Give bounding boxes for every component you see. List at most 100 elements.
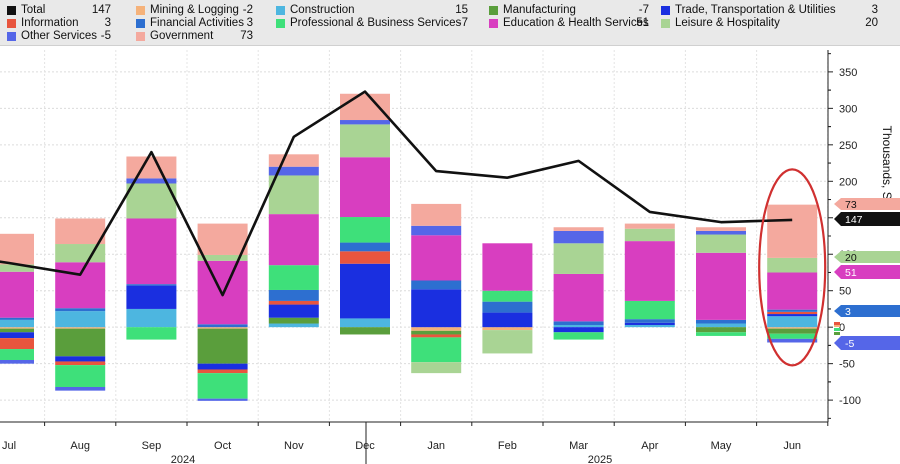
legend-swatch xyxy=(7,6,16,15)
legend-value: 51 xyxy=(636,17,649,29)
bar-leisure-and-hospitality-feb xyxy=(482,330,533,354)
bar-professional-and-business-services-feb xyxy=(482,290,533,302)
x-tick-label-sep: Sep xyxy=(142,440,162,452)
bar-construction-aug xyxy=(55,311,106,328)
bar-education-and-health-services-sep xyxy=(126,218,177,285)
bar-professional-and-business-services-dec xyxy=(340,217,390,243)
bar-information-aug xyxy=(55,361,106,366)
legend-label: Manufacturing xyxy=(503,4,576,16)
bar-government-mar xyxy=(553,227,604,231)
bar-manufacturing-nov xyxy=(268,317,319,324)
x-tick-label-jan: Jan xyxy=(427,440,445,452)
bar-other-services-jul xyxy=(0,360,34,364)
value-tag-51 xyxy=(834,265,900,279)
legend-value: 3 xyxy=(104,17,111,29)
bar-leisure-and-hospitality-may xyxy=(696,234,746,253)
bar-other-services-mar xyxy=(553,230,604,244)
value-tag-label: 20 xyxy=(845,252,857,264)
bar-mining-and-logging-jan xyxy=(411,327,462,331)
x-axis: Jul Aug Sep Oct Nov Dec Jan Feb Mar Apr May Jun 2024… xyxy=(0,421,829,464)
bar-government-jan xyxy=(411,203,462,226)
bar-leisure-and-hospitality-nov xyxy=(268,175,319,215)
y-tick-label: 0 xyxy=(839,322,845,334)
legend-label: Education & Health Services xyxy=(503,17,649,29)
legend-value: -2 xyxy=(242,4,253,16)
bar-government-jun xyxy=(767,204,818,258)
mini-tag-marker xyxy=(834,324,840,327)
value-tag-label: 73 xyxy=(845,199,857,211)
bar-professional-and-business-services-jan xyxy=(411,337,462,363)
value-tag-73 xyxy=(834,198,900,210)
bar-trade-transportation-and-utilities-jul xyxy=(0,332,34,339)
bar-financial-activities-mar xyxy=(553,321,604,325)
bar-professional-and-business-services-mar xyxy=(553,332,604,340)
y-tick-label: 300 xyxy=(839,103,857,115)
bar-other-services-sep xyxy=(126,178,177,184)
y-tick-label: -100 xyxy=(839,395,861,407)
bar-construction-may xyxy=(696,323,746,328)
x-tick-label-apr: Apr xyxy=(641,440,658,452)
legend-label: Leisure & Hospitality xyxy=(675,17,780,29)
value-tag-label: 147 xyxy=(845,214,863,226)
bar-trade-transportation-and-utilities-mar xyxy=(553,327,604,333)
value-tag-label: 51 xyxy=(845,267,857,279)
chart-legend: Total 147 Mining & Logging -2 Construction 15… xyxy=(0,0,900,46)
total-line-path xyxy=(0,90,793,297)
bar-construction-jun xyxy=(767,316,818,328)
bar-government-apr xyxy=(624,223,675,229)
bar-financial-activities-may xyxy=(696,319,746,324)
bar-information-jul xyxy=(0,338,34,350)
bar-leisure-and-hospitality-oct xyxy=(197,254,248,261)
bar-construction-nov xyxy=(268,323,319,328)
bar-leisure-and-hospitality-dec xyxy=(340,124,390,158)
bar-financial-activities-nov xyxy=(268,289,319,301)
value-tag-3 xyxy=(834,305,900,317)
bar-other-services-jun xyxy=(767,338,818,343)
bar-professional-and-business-services-jun xyxy=(767,333,818,339)
bar-construction-jul xyxy=(0,319,34,328)
bar-trade-transportation-and-utilities-nov xyxy=(268,304,319,318)
bar-trade-transportation-and-utilities-oct xyxy=(197,363,248,370)
bar-financial-activities-sep xyxy=(126,284,177,286)
bar-education-and-health-services-dec xyxy=(340,157,390,218)
x-tick-label-mar: Mar xyxy=(569,440,588,452)
x-tick-label-may: May xyxy=(711,440,732,452)
y-axis-label: Thousands, SA xyxy=(880,126,894,208)
bar-education-and-health-services-feb xyxy=(482,243,533,291)
bar-construction-sep xyxy=(126,308,177,328)
bar-professional-and-business-services-nov xyxy=(268,265,319,290)
bar-professional-and-business-services-oct xyxy=(197,373,248,399)
legend-label: Total xyxy=(21,4,46,16)
bar-leisure-and-hospitality-jul xyxy=(0,264,34,272)
bar-leisure-and-hospitality-apr xyxy=(624,228,675,242)
legend-swatch xyxy=(276,19,285,28)
legend-label: Mining & Logging xyxy=(150,4,239,16)
value-tag-label: -5 xyxy=(845,338,854,350)
bar-mining-and-logging-jun xyxy=(767,327,818,329)
legend-value: -7 xyxy=(457,17,468,29)
legend-label: Construction xyxy=(290,4,355,16)
bar-other-services-aug xyxy=(55,386,106,391)
x-tick-label-oct: Oct xyxy=(214,440,231,452)
bar-trade-transportation-and-utilities-jan xyxy=(411,289,462,328)
legend-label: Information xyxy=(21,17,79,29)
legend-swatch xyxy=(489,19,498,28)
y-tick-label: 250 xyxy=(839,140,857,152)
bar-education-and-health-services-nov xyxy=(268,214,319,266)
y-tick-label: -50 xyxy=(839,359,855,371)
legend-value: -5 xyxy=(100,30,111,42)
total-line xyxy=(0,90,793,297)
bar-government-aug xyxy=(55,218,106,245)
bar-education-and-health-services-may xyxy=(696,252,746,320)
bar-mining-and-logging-jul xyxy=(0,327,34,329)
value-tag-label: 3 xyxy=(845,306,851,318)
bar-professional-and-business-services-may xyxy=(696,332,746,336)
value-tag-5 xyxy=(834,336,900,350)
bar-government-sep xyxy=(126,156,177,179)
legend-label: Professional & Business Services xyxy=(290,17,462,29)
bar-financial-activities-oct xyxy=(197,324,248,328)
bar-construction-apr xyxy=(624,324,675,328)
bar-trade-transportation-and-utilities-apr xyxy=(624,322,675,325)
bars xyxy=(0,93,818,401)
bar-education-and-health-services-jun xyxy=(767,272,818,310)
